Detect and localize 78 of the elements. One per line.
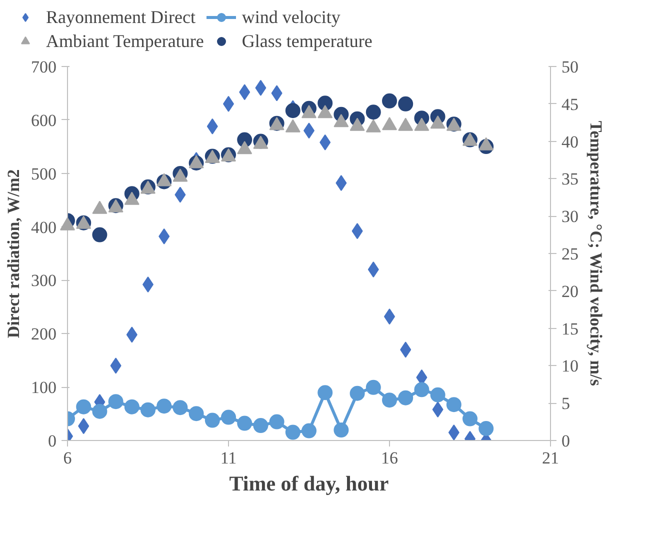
point [253, 418, 268, 434]
point [204, 412, 220, 428]
point [414, 382, 430, 398]
point [334, 422, 349, 438]
y-tick-label: 300 [31, 271, 56, 290]
point [156, 398, 172, 414]
y2-tick-label: 10 [562, 356, 578, 376]
point [334, 114, 349, 128]
point [172, 400, 188, 416]
y-tick-label: 0 [48, 432, 56, 450]
point [350, 386, 365, 401]
point [366, 104, 381, 120]
point [302, 105, 316, 118]
point [478, 421, 494, 436]
point [156, 173, 172, 186]
point [366, 380, 381, 395]
point [188, 406, 204, 422]
y2-tick-label: 5 [562, 394, 570, 414]
point [398, 390, 414, 406]
legend-label: Ambiant Temperature [46, 30, 204, 52]
point [430, 116, 446, 129]
point [382, 93, 397, 108]
x-tick-label: 11 [220, 448, 237, 468]
point [462, 411, 478, 426]
point [269, 414, 284, 430]
point [446, 397, 462, 412]
legend-label: Glass temperature [242, 30, 372, 52]
point [221, 410, 236, 425]
y-tick-label: 400 [31, 218, 56, 237]
point [398, 118, 414, 131]
y2-tick-label: 35 [562, 170, 578, 189]
point [124, 399, 140, 414]
point [285, 119, 300, 132]
point [60, 217, 75, 230]
y2-tick-label: 25 [562, 244, 578, 264]
x-axis-title: Time of day, hour [229, 472, 389, 496]
point [92, 227, 108, 242]
point [350, 118, 365, 131]
y2-tick-label: 50 [562, 58, 578, 76]
y2-axis-title: Temperature, °C; Wind velocity, m/s [586, 120, 606, 386]
y2-tick-label: 0 [562, 432, 570, 450]
point [414, 118, 430, 131]
point [237, 416, 252, 431]
point [382, 392, 397, 408]
x-tick-label: 6 [63, 448, 72, 468]
point [237, 140, 252, 154]
point [318, 385, 333, 400]
point [302, 423, 316, 438]
legend-label: Rayonnement Direct [46, 6, 196, 28]
y-axis-title: Direct radiation, W/m2 [4, 169, 23, 338]
point [172, 168, 188, 182]
x-tick-label: 16 [381, 448, 398, 468]
point [398, 96, 414, 112]
y-tick-label: 200 [31, 324, 56, 344]
point [285, 424, 300, 440]
y-tick-label: 600 [31, 110, 56, 130]
y2-tick-label: 15 [562, 319, 578, 338]
y2-tick-label: 40 [562, 132, 578, 152]
y2-tick-label: 45 [562, 94, 578, 114]
point [285, 103, 300, 118]
point [140, 402, 156, 418]
point [108, 394, 124, 410]
x-tick-label: 21 [542, 448, 559, 468]
point [478, 137, 494, 150]
point [382, 117, 397, 130]
point [92, 200, 108, 214]
point [366, 119, 381, 132]
y2-tick-label: 20 [562, 282, 578, 301]
point [124, 192, 140, 205]
y2-tick-label: 30 [562, 207, 578, 226]
y-tick-label: 700 [31, 58, 56, 76]
legend-label: wind velocity [242, 6, 340, 28]
point [318, 105, 333, 118]
point [92, 404, 108, 419]
y-tick-label: 100 [31, 378, 56, 398]
point [430, 387, 446, 402]
y-tick-label: 500 [31, 164, 56, 184]
point [76, 399, 92, 414]
